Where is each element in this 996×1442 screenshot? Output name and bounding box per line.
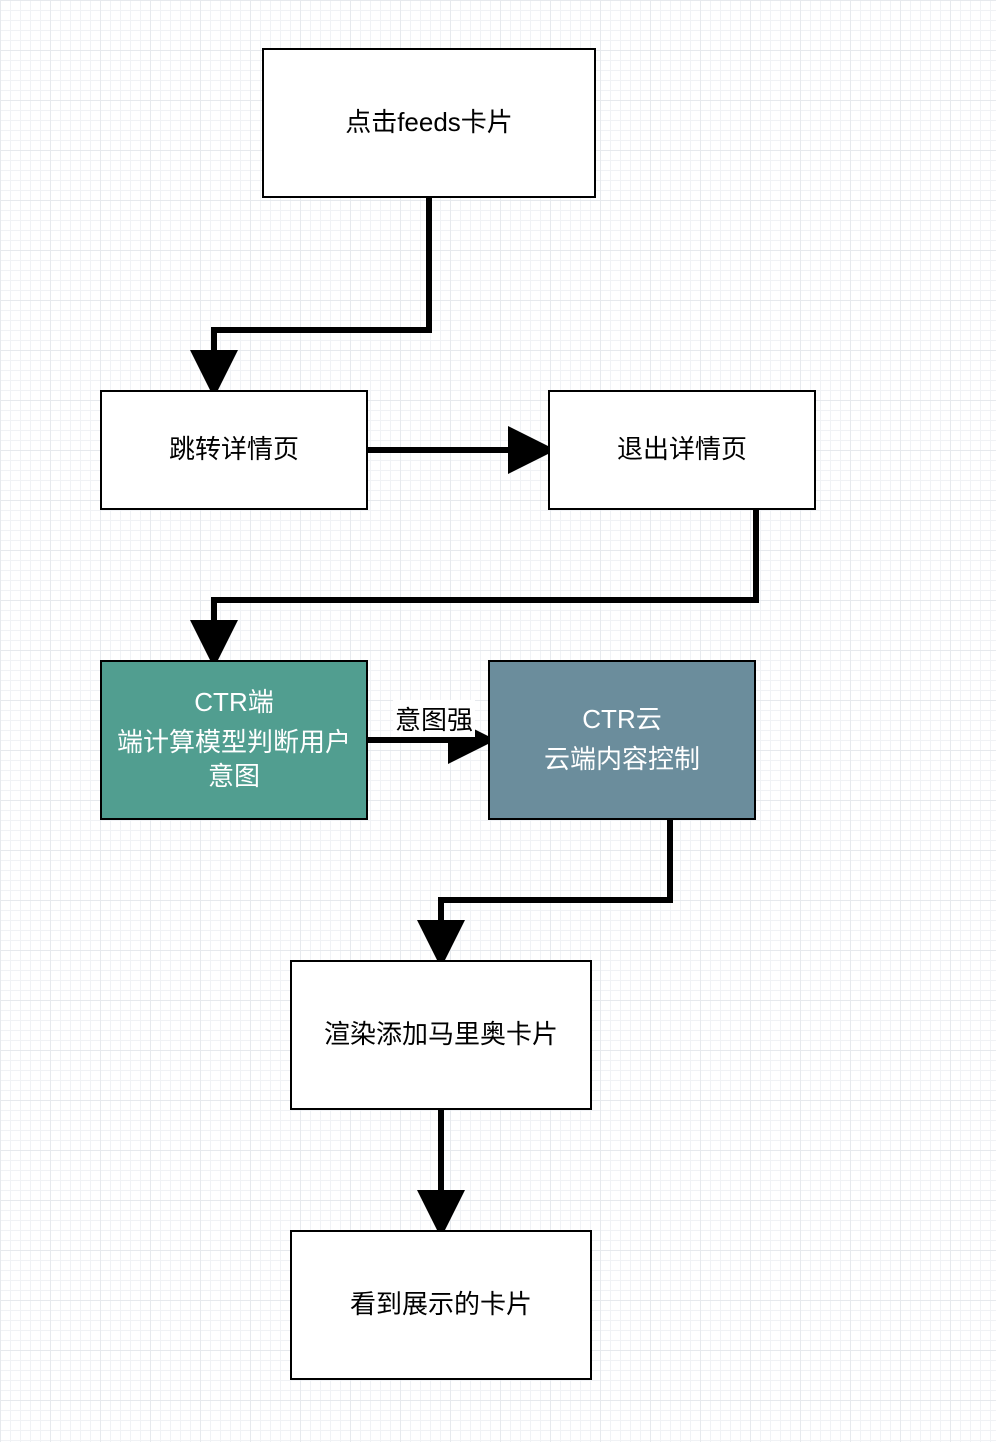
flowchart-canvas: 点击feeds卡片跳转详情页 退出详情页 CTR端端计算模型判断用户意图 CTR云云端… (0, 0, 996, 1442)
node-n3-label: 退出详情页 (617, 433, 747, 467)
node-n2: 跳转详情页 (100, 390, 368, 510)
node-n4: CTR端端计算模型判断用户意图 (100, 660, 368, 820)
node-n3: 退出详情页 (548, 390, 816, 510)
node-n5-label: 云端内容控制 (544, 743, 700, 777)
node-n7: 看到展示的卡片 (290, 1230, 592, 1380)
node-n1-label: 点击feeds卡片 (345, 106, 513, 140)
node-n4-label: 端计算模型判断用户意图 (108, 726, 360, 794)
edge-e5 (441, 820, 670, 960)
node-n7-label: 看到展示的卡片 (350, 1288, 532, 1322)
edge-e1 (214, 198, 429, 390)
node-n2-label: 跳转详情页 (169, 433, 299, 467)
node-n1: 点击feeds卡片 (262, 48, 596, 198)
edge-e3 (214, 510, 756, 660)
node-n5-title: CTR云 (582, 703, 661, 737)
node-n6: 渲染添加马里奥卡片 (290, 960, 592, 1110)
node-n5: CTR云云端内容控制 (488, 660, 756, 820)
node-n6-label: 渲染添加马里奥卡片 (324, 1018, 558, 1052)
edge-e4-label: 意图强 (393, 700, 475, 737)
node-n4-title: CTR端 (194, 686, 273, 720)
